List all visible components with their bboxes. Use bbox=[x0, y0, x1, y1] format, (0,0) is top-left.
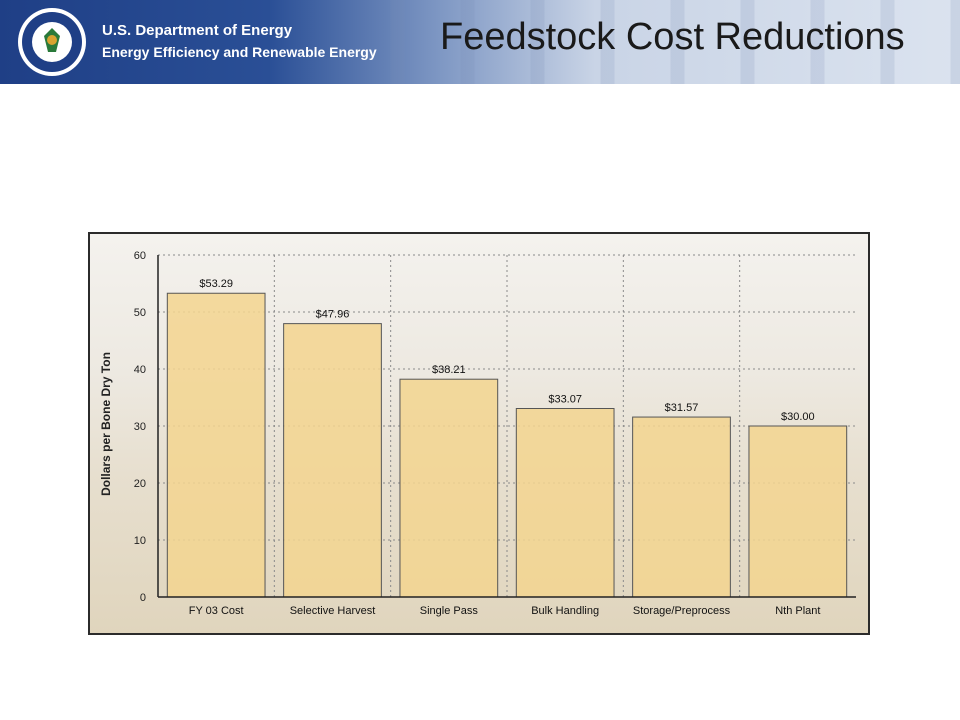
x-tick-label: Nth Plant bbox=[775, 605, 820, 617]
slide-title: Feedstock Cost Reductions bbox=[440, 16, 905, 58]
y-tick-label: 10 bbox=[134, 535, 146, 547]
bar-value-label: $31.57 bbox=[665, 402, 699, 414]
y-tick-label: 60 bbox=[134, 250, 146, 262]
bar-value-label: $53.29 bbox=[199, 278, 233, 290]
bar bbox=[632, 416, 731, 598]
bar-value-label: $33.07 bbox=[548, 394, 582, 406]
bar-value-label: $38.21 bbox=[432, 364, 466, 376]
header-banner: U.S. Department of Energy Energy Efficie… bbox=[0, 0, 960, 84]
y-tick-label: 50 bbox=[134, 307, 146, 319]
bar bbox=[748, 425, 848, 598]
bar bbox=[399, 378, 499, 598]
org-name-line2: Energy Efficiency and Renewable Energy bbox=[102, 44, 377, 60]
bar-value-label: $30.00 bbox=[781, 411, 815, 423]
header-decoration bbox=[360, 0, 960, 84]
y-tick-label: 40 bbox=[134, 364, 146, 376]
y-tick-label: 20 bbox=[134, 478, 146, 490]
bar bbox=[166, 292, 266, 598]
x-tick-label: Storage/Preprocess bbox=[633, 605, 731, 617]
x-tick-label: Selective Harvest bbox=[290, 605, 376, 617]
y-tick-label: 30 bbox=[134, 421, 146, 433]
chart-frame: $53.29 $47.96 $38.21 $33.07 $31.57 $30.00 0 10… bbox=[88, 232, 870, 635]
org-name-line1: U.S. Department of Energy bbox=[102, 22, 293, 39]
x-tick-label: Bulk Handling bbox=[531, 605, 599, 617]
doe-seal-icon bbox=[18, 8, 86, 76]
y-tick-label: 0 bbox=[140, 592, 146, 604]
bar bbox=[283, 323, 382, 598]
bar-value-label: $47.96 bbox=[316, 309, 350, 321]
y-axis-label: Dollars per Bone Dry Ton bbox=[99, 352, 113, 496]
x-tick-label: FY 03 Cost bbox=[189, 605, 244, 617]
bar bbox=[515, 408, 615, 598]
x-tick-label: Single Pass bbox=[420, 605, 479, 617]
bar-chart: $53.29 $47.96 $38.21 $33.07 $31.57 $30.00 0 10… bbox=[99, 250, 856, 617]
